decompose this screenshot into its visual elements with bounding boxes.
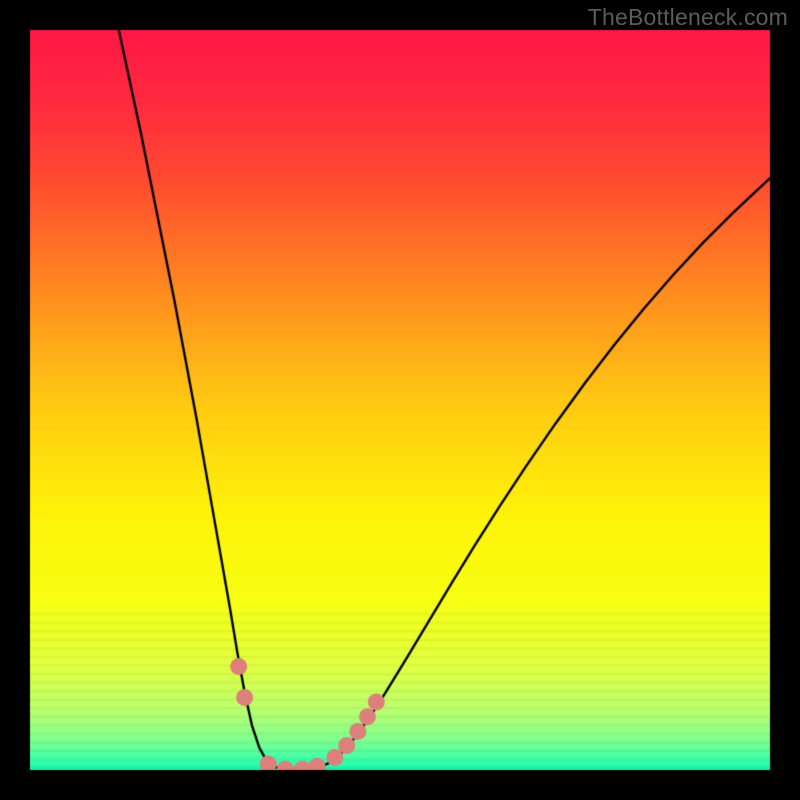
chart-stage: TheBottleneck.com — [0, 0, 800, 800]
bottleneck-curve-chart — [0, 0, 800, 800]
watermark-text: TheBottleneck.com — [588, 4, 788, 31]
